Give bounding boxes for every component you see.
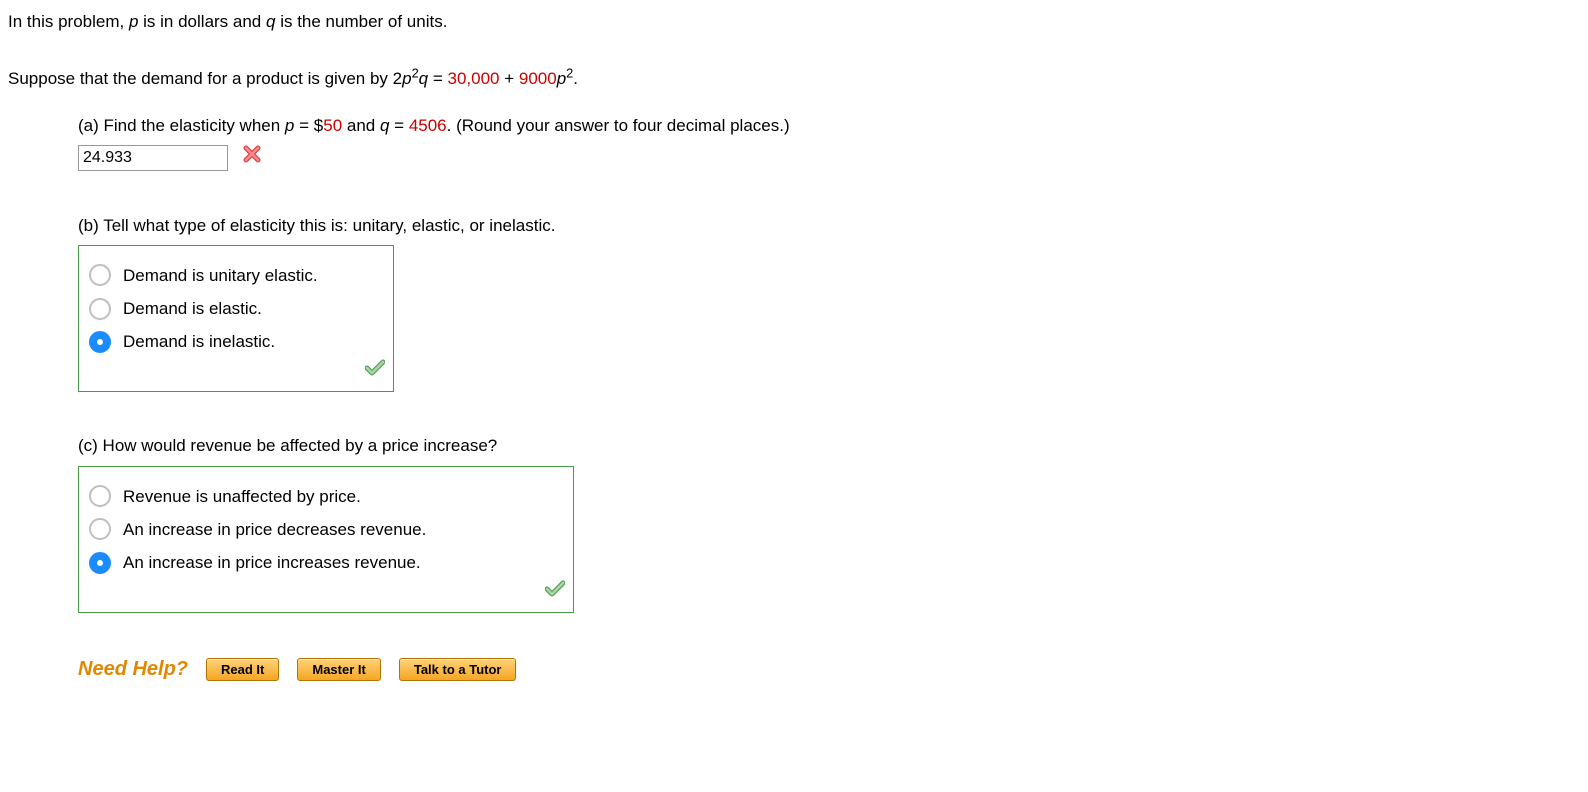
problem-intro: In this problem, p is in dollars and q i… bbox=[8, 8, 1580, 35]
exponent: 2 bbox=[412, 66, 419, 81]
radio-option-decrease[interactable]: An increase in price decreases revenue. bbox=[89, 516, 559, 543]
q-value: 4506 bbox=[409, 116, 447, 135]
master-it-button[interactable]: Master It bbox=[297, 658, 380, 681]
need-help-label: Need Help? bbox=[78, 653, 188, 685]
var-p: p bbox=[285, 116, 294, 135]
radio-label: Demand is inelastic. bbox=[123, 328, 275, 355]
var-p: p bbox=[557, 69, 566, 88]
problem-setup: Suppose that the demand for a product is… bbox=[8, 65, 1580, 92]
radio-label: Revenue is unaffected by price. bbox=[123, 483, 361, 510]
need-help-row: Need Help? Read It Master It Talk to a T… bbox=[78, 653, 1580, 685]
check-icon bbox=[545, 579, 565, 606]
radio-label: Demand is unitary elastic. bbox=[123, 262, 318, 289]
part-c-prompt: (c) How would revenue be affected by a p… bbox=[78, 432, 1580, 459]
intro-text: is in dollars and bbox=[138, 12, 266, 31]
period: . bbox=[573, 69, 578, 88]
radio-icon bbox=[89, 264, 111, 286]
radio-option-inelastic[interactable]: Demand is inelastic. bbox=[89, 328, 379, 355]
radio-option-unitary[interactable]: Demand is unitary elastic. bbox=[89, 262, 379, 289]
radio-option-increase[interactable]: An increase in price increases revenue. bbox=[89, 549, 559, 576]
elasticity-input[interactable] bbox=[78, 145, 228, 171]
var-q: q bbox=[419, 69, 428, 88]
part-c-radio-group: Revenue is unaffected by price. An incre… bbox=[78, 466, 574, 614]
radio-icon bbox=[89, 518, 111, 540]
var-p: p bbox=[129, 12, 138, 31]
radio-icon bbox=[89, 552, 111, 574]
part-a: (a) Find the elasticity when p = $50 and… bbox=[78, 112, 1580, 171]
intro-text: In this problem, bbox=[8, 12, 129, 31]
radio-icon bbox=[89, 485, 111, 507]
part-c: (c) How would revenue be affected by a p… bbox=[78, 432, 1580, 613]
radio-option-elastic[interactable]: Demand is elastic. bbox=[89, 295, 379, 322]
check-icon bbox=[365, 358, 385, 385]
radio-label: An increase in price decreases revenue. bbox=[123, 516, 426, 543]
plus: + bbox=[500, 69, 519, 88]
radio-option-unaffected[interactable]: Revenue is unaffected by price. bbox=[89, 483, 559, 510]
radio-icon bbox=[89, 298, 111, 320]
wrong-icon bbox=[243, 144, 261, 171]
p-value: 50 bbox=[323, 116, 342, 135]
part-a-prompt: (a) Find the elasticity when p = $50 and… bbox=[78, 112, 1580, 139]
radio-label: An increase in price increases revenue. bbox=[123, 549, 421, 576]
read-it-button[interactable]: Read It bbox=[206, 658, 279, 681]
part-b-prompt: (b) Tell what type of elasticity this is… bbox=[78, 212, 1580, 239]
part-b-radio-group: Demand is unitary elastic. Demand is ela… bbox=[78, 245, 394, 393]
var-p: p bbox=[402, 69, 411, 88]
radio-icon bbox=[89, 331, 111, 353]
constant: 30,000 bbox=[448, 69, 500, 88]
setup-text: Suppose that the demand for a product is… bbox=[8, 69, 402, 88]
coefficient: 9000 bbox=[519, 69, 557, 88]
radio-label: Demand is elastic. bbox=[123, 295, 262, 322]
talk-to-tutor-button[interactable]: Talk to a Tutor bbox=[399, 658, 517, 681]
equals: = bbox=[428, 69, 447, 88]
intro-text: is the number of units. bbox=[275, 12, 447, 31]
part-b: (b) Tell what type of elasticity this is… bbox=[78, 212, 1580, 393]
